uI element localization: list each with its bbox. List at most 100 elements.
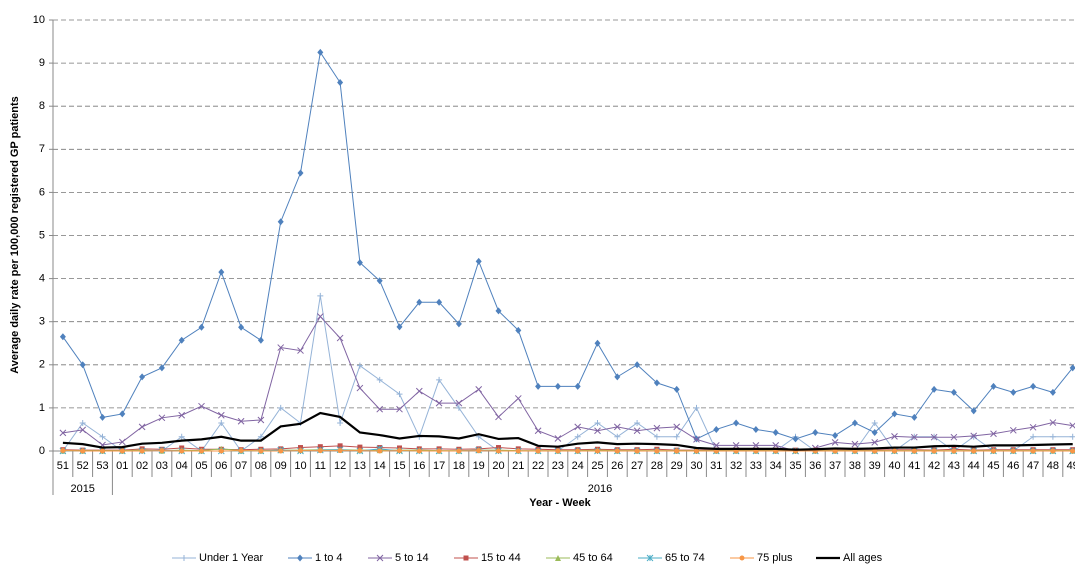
marker	[772, 442, 780, 449]
marker	[574, 382, 581, 390]
series	[59, 48, 1075, 443]
marker	[337, 443, 343, 449]
y-tick-label: 2	[39, 359, 45, 371]
x-tick-label: 53	[96, 460, 108, 472]
x-tick-label: 16	[413, 460, 425, 472]
marker	[1069, 364, 1075, 372]
x-tick-label: 47	[1027, 460, 1039, 472]
marker	[910, 433, 918, 441]
marker	[832, 448, 838, 454]
x-tick-label: 38	[849, 460, 861, 472]
marker	[1029, 423, 1037, 431]
marker	[515, 448, 521, 454]
x-tick-label: 28	[651, 460, 663, 472]
legend-item: All ages	[816, 552, 883, 564]
marker	[218, 419, 225, 426]
marker	[832, 431, 839, 439]
marker	[535, 382, 542, 390]
x-tick-label: 35	[789, 460, 801, 472]
marker	[356, 362, 363, 369]
marker	[475, 386, 483, 393]
marker	[712, 442, 720, 449]
marker	[792, 435, 799, 443]
marker	[654, 448, 660, 454]
x-tick-label: 19	[473, 460, 485, 472]
x-tick-label: 11	[315, 460, 326, 472]
marker	[159, 448, 165, 454]
x-tick-label: 36	[809, 460, 821, 472]
marker	[851, 440, 859, 448]
series-line	[62, 50, 1074, 440]
marker	[733, 419, 740, 427]
marker	[694, 448, 699, 454]
marker	[59, 429, 67, 437]
marker	[990, 382, 997, 390]
x-tick-label: 24	[572, 460, 584, 472]
marker	[614, 433, 621, 440]
marker	[455, 399, 463, 407]
x-tick-label: 23	[552, 460, 564, 472]
marker	[971, 448, 977, 454]
legend-label: All ages	[843, 552, 883, 564]
marker	[1069, 433, 1075, 440]
marker	[463, 555, 469, 561]
marker	[297, 347, 304, 354]
marker	[1009, 426, 1017, 434]
marker	[258, 448, 264, 454]
marker	[80, 448, 86, 454]
marker	[535, 448, 541, 454]
marker	[257, 416, 265, 424]
y-tick-label: 5	[39, 229, 45, 241]
marker	[181, 555, 187, 561]
x-tick-label: 04	[176, 460, 188, 472]
marker	[1030, 382, 1037, 390]
marker	[831, 439, 839, 446]
marker	[693, 436, 700, 443]
y-tick-label: 4	[39, 273, 45, 285]
series-line	[62, 411, 1073, 451]
marker	[613, 423, 621, 431]
x-tick-label: 21	[512, 460, 524, 472]
marker	[931, 448, 937, 454]
marker	[970, 407, 977, 415]
marker	[950, 388, 957, 396]
x-tick-label: 31	[710, 460, 722, 472]
x-tick-label: 18	[453, 460, 465, 472]
series-line	[62, 315, 1073, 452]
legend-item: 5 to 14	[368, 552, 429, 564]
marker	[277, 218, 284, 226]
marker	[812, 428, 819, 436]
marker	[316, 313, 324, 320]
x-tick-label: 40	[888, 460, 900, 472]
marker	[436, 448, 442, 454]
marker	[673, 385, 680, 393]
x-tick-label: 01	[116, 460, 128, 472]
x-tick-label: 03	[156, 460, 168, 472]
marker	[594, 427, 601, 435]
series	[60, 448, 1075, 454]
group-label: 2015	[70, 483, 94, 495]
marker	[871, 428, 878, 436]
legend-label: 5 to 14	[395, 552, 429, 564]
legend-item: Under 1 Year	[172, 552, 264, 564]
x-tick-label: 07	[235, 460, 247, 472]
x-tick-label: 05	[195, 460, 207, 472]
marker	[198, 323, 205, 331]
x-tick-label: 15	[393, 460, 405, 472]
marker	[495, 413, 502, 421]
marker	[614, 448, 620, 454]
marker	[356, 384, 364, 392]
marker	[456, 448, 462, 454]
marker	[634, 419, 641, 426]
marker	[99, 413, 106, 421]
x-tick-label: 30	[690, 460, 702, 472]
marker	[1049, 433, 1056, 440]
marker	[297, 169, 304, 177]
y-tick-label: 7	[39, 143, 45, 155]
x-tick-label: 51	[57, 460, 69, 472]
marker	[376, 405, 384, 413]
marker	[674, 448, 680, 454]
x-tick-label: 43	[948, 460, 960, 472]
marker	[633, 427, 641, 435]
